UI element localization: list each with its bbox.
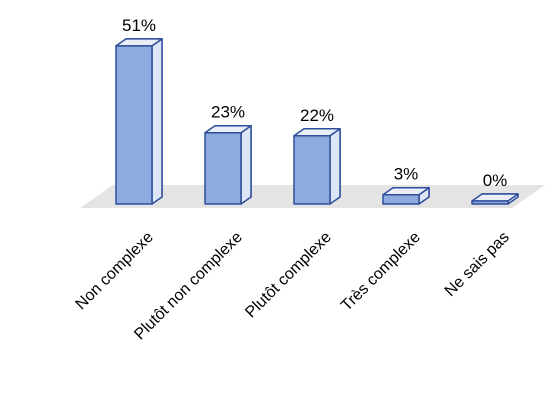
- data-label: 0%: [483, 171, 508, 190]
- bar-front-face: [383, 195, 419, 204]
- data-label: 22%: [300, 106, 334, 125]
- x-tick-label: Très complexe: [338, 229, 424, 315]
- bar-1: [116, 39, 162, 204]
- bar-side-face: [241, 126, 251, 204]
- bar-front-face: [116, 46, 152, 204]
- x-tick-label: Ne sais pas: [442, 229, 513, 300]
- data-label: 23%: [211, 103, 245, 122]
- bar-front-face: [294, 136, 330, 204]
- bar-2: [205, 126, 251, 204]
- bar-front-face: [205, 133, 241, 204]
- data-label: 3%: [394, 165, 419, 184]
- x-tick-label: Non complexe: [72, 229, 156, 313]
- bar-front-face: [472, 201, 508, 204]
- bar-4: [383, 188, 429, 204]
- bar-5: [472, 194, 518, 204]
- x-tick-label: Plutôt complexe: [242, 229, 335, 322]
- bar-side-face: [152, 39, 162, 204]
- bar-side-face: [330, 129, 340, 204]
- bar-3: [294, 129, 340, 204]
- data-label: 51%: [122, 16, 156, 35]
